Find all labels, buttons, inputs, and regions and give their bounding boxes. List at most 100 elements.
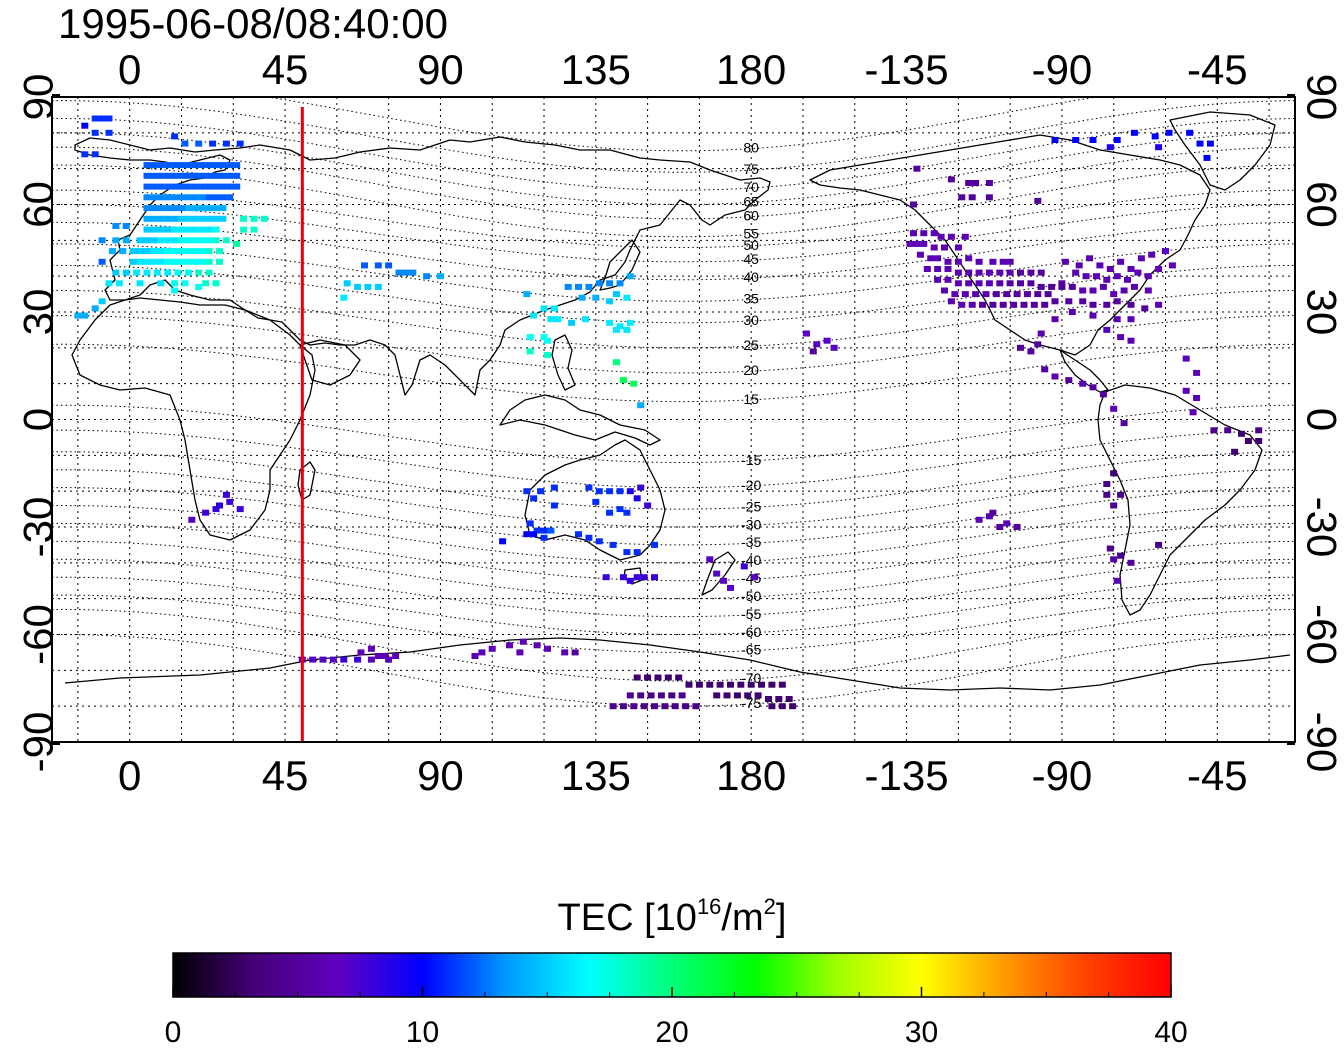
- tec-point: [985, 269, 993, 276]
- tec-point: [540, 534, 548, 541]
- tec-point: [143, 237, 151, 244]
- maglat-label: -20: [741, 477, 761, 493]
- tec-point: [733, 692, 741, 699]
- tec-point: [184, 215, 192, 222]
- tec-point: [216, 248, 223, 255]
- maglat-contour: [52, 100, 1295, 173]
- tec-point: [1003, 291, 1011, 298]
- tec-point: [309, 656, 317, 663]
- tec-point: [1110, 502, 1118, 509]
- tec-point: [171, 133, 179, 140]
- tec-point: [119, 248, 127, 255]
- tec-point: [944, 276, 952, 283]
- tec-point: [174, 269, 182, 276]
- tec-point: [236, 140, 244, 147]
- tec-point: [1106, 266, 1114, 272]
- tec-point: [985, 194, 993, 201]
- maglat-label: 35: [743, 291, 759, 307]
- bottom-lon-tick-label: 135: [561, 752, 631, 799]
- maglat-contour: [52, 522, 1295, 582]
- tec-point: [178, 215, 185, 222]
- tec-point: [554, 316, 562, 323]
- tec-point: [1096, 262, 1104, 269]
- bottom-lon-tick-label: 0: [118, 752, 141, 799]
- tec-point: [233, 240, 241, 247]
- tec-point: [1127, 316, 1135, 323]
- tec-point: [1137, 255, 1145, 262]
- tec-point: [1120, 420, 1128, 427]
- tec-point: [74, 312, 82, 319]
- tec-point: [216, 502, 223, 509]
- tec-point: [613, 359, 620, 366]
- tec-point: [934, 255, 942, 262]
- tec-point: [340, 294, 348, 301]
- tec-point: [205, 162, 213, 169]
- tec-point: [1037, 283, 1045, 290]
- tec-point: [737, 681, 745, 688]
- tec-point: [1255, 427, 1263, 434]
- tec-point: [184, 183, 192, 190]
- coastline-indonesia: [499, 394, 661, 446]
- tec-point: [129, 248, 137, 255]
- tec-point: [685, 681, 693, 688]
- tec-point: [150, 205, 158, 212]
- tec-point: [751, 574, 759, 581]
- tec-point: [961, 291, 969, 298]
- tec-point: [171, 280, 179, 287]
- colorbar-title-unit: /m: [721, 897, 763, 939]
- tec-point: [191, 215, 199, 222]
- tec-point: [906, 240, 914, 247]
- tec-point: [91, 151, 99, 158]
- tec-point: [171, 183, 179, 190]
- tec-point: [1134, 269, 1142, 276]
- tec-point: [1103, 491, 1111, 498]
- tec-point: [616, 506, 624, 513]
- tec-point: [150, 194, 158, 201]
- tec-point: [178, 162, 185, 169]
- tec-point: [153, 269, 161, 276]
- tec-point: [98, 298, 106, 305]
- tec-point: [668, 692, 676, 699]
- tec-point: [212, 172, 220, 179]
- tec-point: [202, 509, 210, 516]
- tec-point: [954, 269, 962, 276]
- tec-point: [129, 258, 137, 265]
- tec-point: [164, 205, 172, 212]
- tec-point: [1182, 355, 1190, 362]
- tec-point: [1110, 291, 1118, 298]
- tec-point: [205, 172, 213, 179]
- tec-point: [164, 258, 172, 265]
- maglat-label: 60: [743, 208, 759, 224]
- tec-point: [651, 541, 658, 548]
- maglat-label: -75: [741, 695, 761, 711]
- tec-point: [775, 696, 783, 702]
- tec-point: [561, 649, 569, 656]
- maglat-contour: [52, 264, 1295, 324]
- tec-point: [1037, 269, 1045, 276]
- tec-point: [1103, 276, 1111, 283]
- right-lat-tick-label: -60: [1298, 604, 1344, 665]
- tec-point: [633, 549, 641, 556]
- tec-point: [778, 703, 786, 710]
- tec-point: [157, 194, 165, 201]
- tec-point: [1013, 291, 1021, 298]
- tec-point: [1193, 369, 1201, 376]
- tec-point: [136, 280, 144, 287]
- tec-point: [1058, 280, 1066, 287]
- tec-observation-points: [74, 115, 1263, 710]
- tec-point: [212, 506, 220, 513]
- tec-point: [191, 248, 199, 255]
- coastline-new-zealand: [701, 551, 736, 596]
- tec-point: [198, 183, 206, 190]
- tec-point: [226, 498, 234, 505]
- map-frame: [51, 96, 1296, 743]
- tec-point: [633, 674, 641, 681]
- tec-point: [357, 649, 365, 656]
- tec-point: [157, 280, 165, 287]
- tec-point: [1041, 301, 1049, 308]
- tec-point: [1113, 577, 1121, 584]
- right-lat-tick-label: -90: [1298, 712, 1344, 773]
- maglat-label: 55: [743, 226, 759, 242]
- tec-point: [205, 269, 213, 276]
